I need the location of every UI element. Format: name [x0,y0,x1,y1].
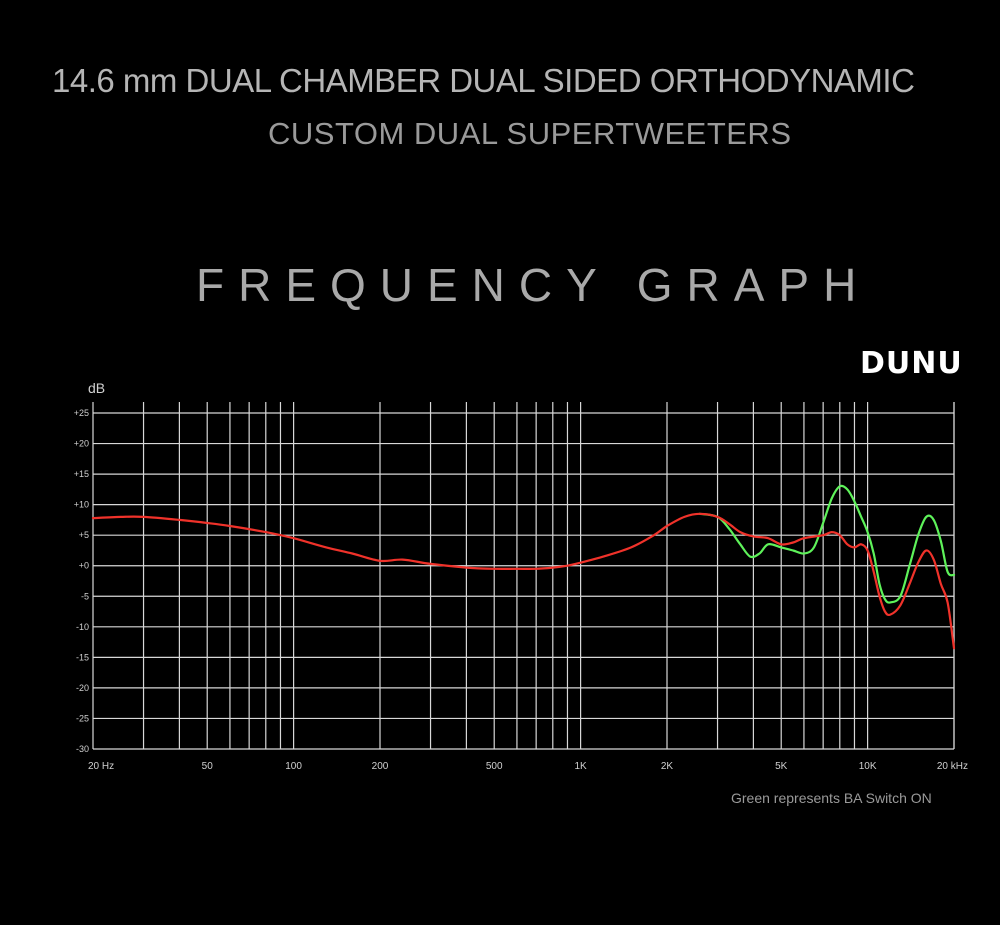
plot-area [93,402,954,749]
brand-logo: DUNU [860,346,963,381]
x-tick-label: 5K [775,761,788,772]
y-axis-label: dB [88,380,105,396]
y-tick-label: -25 [76,713,89,723]
series-line-red [91,512,956,650]
legend-note: Green represents BA Switch ON [731,790,932,806]
y-tick-label: -5 [81,591,89,601]
x-tick-labels: 20 Hz 50 100 200 500 1K 2K 5K 10K 20 kHz [88,761,968,772]
product-headline: 14.6 mm DUAL CHAMBER DUAL SIDED ORTHODYN… [52,62,915,99]
y-tick-label: +0 [79,561,89,571]
y-tick-label: -15 [76,652,89,662]
x-tick-label: 10K [859,761,877,772]
y-tick-label: +25 [74,408,89,418]
y-tick-label: -20 [76,683,89,693]
series-line-green [698,484,956,604]
graph-title: FREQUENCY GRAPH [196,259,871,311]
y-tick-label: +15 [74,469,89,479]
y-tick-label: +20 [74,439,89,449]
y-tick-labels: +25 +20 +15 +10 +5 +0 -5 -10 -15 -20 -25 -30 [74,408,89,754]
x-tick-label: 500 [486,761,503,772]
x-tick-label: 1K [574,761,587,772]
x-tick-label: 200 [372,761,389,772]
x-tick-label: 2K [661,761,674,772]
product-subheadline: CUSTOM DUAL SUPERTWEETERS [268,116,792,151]
y-tick-label: -10 [76,622,89,632]
x-tick-label: 20 kHz [937,761,968,772]
y-tick-label: +5 [79,530,89,540]
y-tick-label: -30 [76,744,89,754]
x-tick-label: 50 [202,761,214,772]
x-tick-label: 100 [285,761,302,772]
y-tick-label: +10 [74,500,89,510]
x-tick-label: 20 Hz [88,761,114,772]
grid [92,402,955,750]
series-group [91,484,956,650]
